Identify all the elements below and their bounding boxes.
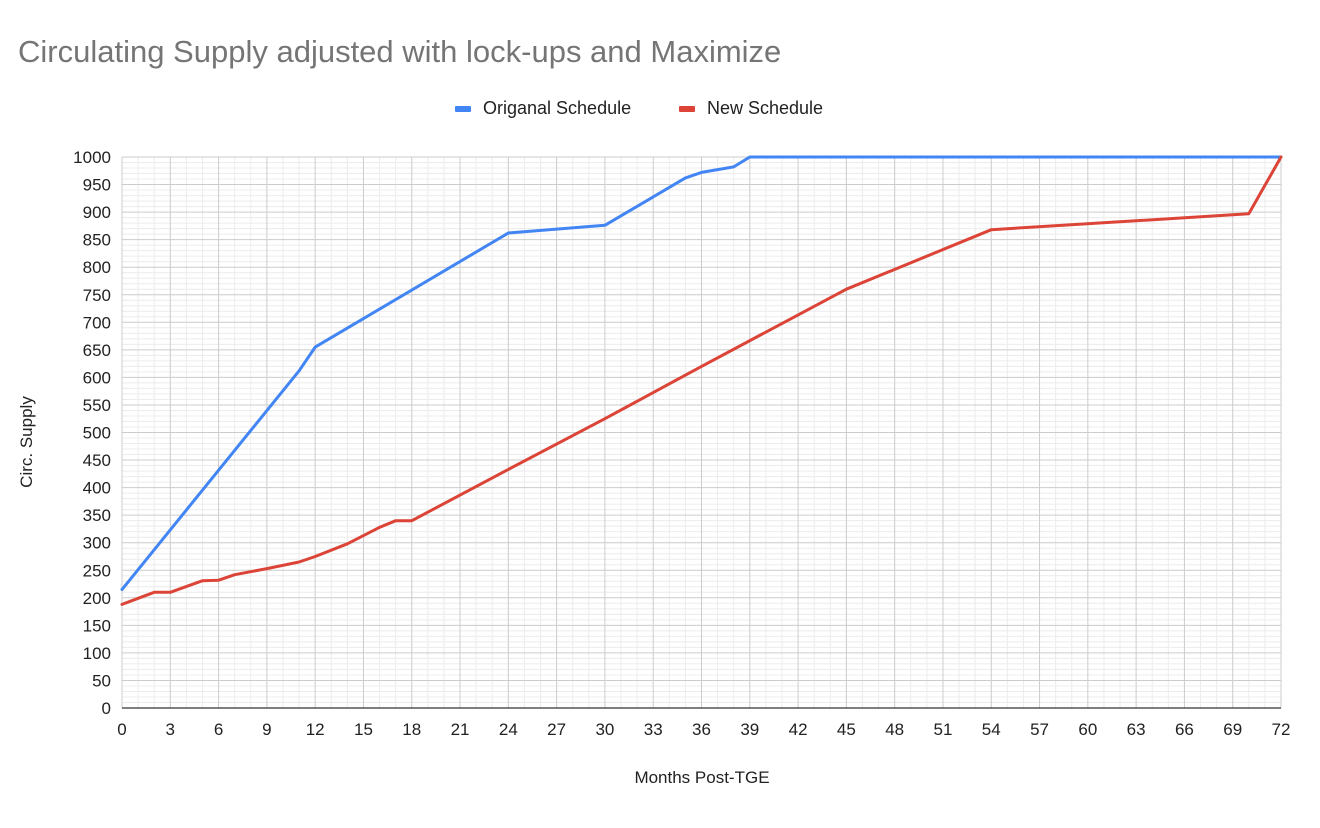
y-tick-label: 800 bbox=[83, 258, 111, 277]
y-tick-label: 400 bbox=[83, 479, 111, 498]
legend-swatch-new bbox=[679, 105, 695, 112]
x-tick-label: 66 bbox=[1175, 720, 1194, 739]
y-tick-label: 500 bbox=[83, 424, 111, 443]
y-tick-label: 650 bbox=[83, 341, 111, 360]
y-tick-label: 1000 bbox=[73, 148, 111, 167]
series-line-new[interactable] bbox=[120, 155, 1283, 606]
x-tick-label: 15 bbox=[354, 720, 373, 739]
x-tick-label: 51 bbox=[933, 720, 952, 739]
x-tick-label: 0 bbox=[117, 720, 126, 739]
chart-title: Circulating Supply adjusted with lock-up… bbox=[18, 34, 782, 69]
x-tick-label: 48 bbox=[885, 720, 904, 739]
x-tick-label: 9 bbox=[262, 720, 271, 739]
x-tick-label: 27 bbox=[547, 720, 566, 739]
y-tick-label: 150 bbox=[83, 616, 111, 635]
x-tick-label: 36 bbox=[692, 720, 711, 739]
y-tick-label: 750 bbox=[83, 286, 111, 305]
x-tick-label: 60 bbox=[1078, 720, 1097, 739]
y-axis-label: Circ. Supply bbox=[17, 396, 36, 488]
x-tick-label: 39 bbox=[740, 720, 759, 739]
y-tick-label: 900 bbox=[83, 203, 111, 222]
y-tick-label: 600 bbox=[83, 368, 111, 387]
x-tick-label: 57 bbox=[1030, 720, 1049, 739]
legend-label-original: Origanal Schedule bbox=[483, 98, 632, 118]
y-tick-label: 700 bbox=[83, 313, 111, 332]
x-tick-label: 21 bbox=[451, 720, 470, 739]
legend-item-new[interactable]: New Schedule bbox=[679, 98, 823, 119]
y-tick-label: 950 bbox=[83, 176, 111, 195]
x-tick-label: 42 bbox=[789, 720, 808, 739]
y-tick-label: 250 bbox=[83, 561, 111, 580]
legend-label-new: New Schedule bbox=[707, 98, 824, 118]
x-tick-label: 3 bbox=[166, 720, 175, 739]
y-tick-label: 850 bbox=[83, 231, 111, 250]
y-tick-label: 0 bbox=[102, 699, 111, 718]
y-tick-label: 350 bbox=[83, 506, 111, 525]
x-axis-label: Months Post-TGE bbox=[634, 768, 770, 787]
x-tick-label: 33 bbox=[644, 720, 663, 739]
legend: Origanal Schedule New Schedule bbox=[0, 98, 1320, 120]
x-tick-label: 6 bbox=[214, 720, 223, 739]
y-tick-label: 550 bbox=[83, 396, 111, 415]
x-tick-label: 72 bbox=[1272, 720, 1291, 739]
x-tick-label: 18 bbox=[402, 720, 421, 739]
x-tick-label: 54 bbox=[982, 720, 1001, 739]
x-tick-label: 30 bbox=[595, 720, 614, 739]
y-tick-label: 300 bbox=[83, 534, 111, 553]
x-tick-label: 24 bbox=[499, 720, 518, 739]
legend-item-original[interactable]: Origanal Schedule bbox=[455, 98, 631, 119]
series-line-original[interactable] bbox=[120, 155, 1283, 591]
x-tick-label: 45 bbox=[837, 720, 856, 739]
x-tick-label: 12 bbox=[306, 720, 325, 739]
y-tick-label: 200 bbox=[83, 589, 111, 608]
y-tick-label: 450 bbox=[83, 451, 111, 470]
legend-swatch-original bbox=[455, 105, 471, 112]
y-tick-label: 100 bbox=[83, 644, 111, 663]
x-tick-label: 69 bbox=[1223, 720, 1242, 739]
x-tick-label: 63 bbox=[1127, 720, 1146, 739]
y-tick-label: 50 bbox=[92, 671, 111, 690]
